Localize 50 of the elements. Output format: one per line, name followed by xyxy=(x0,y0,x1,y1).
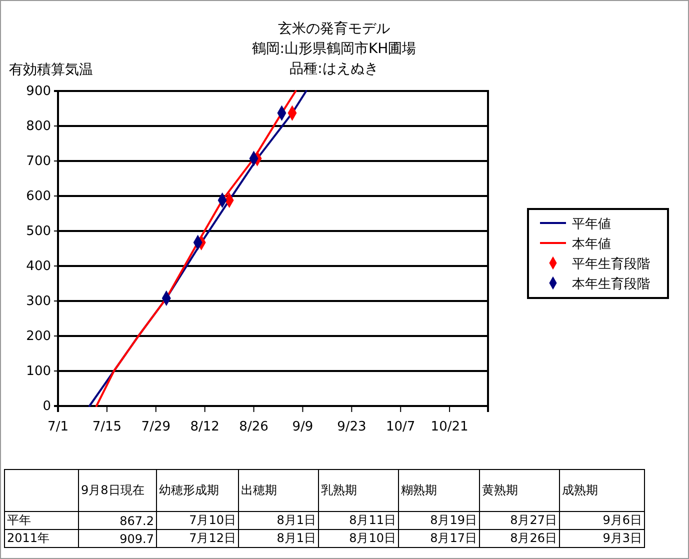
x-tick-label: 7/29 xyxy=(141,420,170,435)
legend-label: 本年生育段階 xyxy=(572,276,650,292)
text: 8月26日 xyxy=(510,531,557,545)
y-tick-label: 0 xyxy=(42,399,51,414)
x-tick-label: 9/23 xyxy=(337,420,366,435)
x-tick-label: 10/21 xyxy=(430,420,468,435)
text: 8月11日 xyxy=(349,513,396,527)
y-tick-label: 300 xyxy=(26,294,51,310)
legend-label: 平年値 xyxy=(572,217,611,232)
text: 8月1日 xyxy=(276,513,316,527)
y-tick-label: 400 xyxy=(26,259,51,274)
x-tick-label: 8/26 xyxy=(239,420,268,435)
text: 8月17日 xyxy=(430,531,477,545)
y-tick-label: 100 xyxy=(26,364,51,380)
category-label: 成熟期 xyxy=(560,470,644,512)
x-tick-label: 7/1 xyxy=(48,420,68,435)
text: 867.2 xyxy=(120,514,154,528)
text: 品種:はえぬき xyxy=(290,61,378,77)
text: 9月3日 xyxy=(602,531,642,545)
x-tick-label: 9/9 xyxy=(292,420,314,435)
text: 8月19日 xyxy=(430,513,477,527)
category-label: 9月8日現在 xyxy=(78,470,156,512)
x-tick-label: 7/15 xyxy=(92,420,122,435)
y-tick-label: 700 xyxy=(26,154,51,170)
category-label: 黄熟期 xyxy=(480,470,560,512)
x-tick-label: 10/7 xyxy=(386,420,416,435)
category-label: 出穂期 xyxy=(238,470,318,512)
y-tick-label: 200 xyxy=(26,329,51,344)
text: 8月10日 xyxy=(349,531,396,545)
text: 909.7 xyxy=(120,532,154,546)
chart-subtitle: 鶴岡:山形県鶴岡市KH圃場 xyxy=(252,41,416,57)
text: 7月12日 xyxy=(189,531,236,545)
category-label: 乳熟期 xyxy=(318,470,398,512)
text: 8月1日 xyxy=(276,531,316,545)
x-tick-label: 8/12 xyxy=(190,420,220,435)
text: 7月10日 xyxy=(189,513,236,527)
legend-label: 本年値 xyxy=(572,237,611,252)
category-label: 平年 xyxy=(7,513,31,527)
y-tick-label: 600 xyxy=(26,189,51,204)
y-tick-label: 800 xyxy=(26,119,51,134)
text: 8月27日 xyxy=(510,513,557,527)
y-tick-label: 900 xyxy=(26,84,51,100)
category-label: 2011年 xyxy=(7,531,50,545)
y-axis-title: 有効積算気温 xyxy=(9,62,93,78)
chart-title: 玄米の発育モデル xyxy=(278,20,390,37)
text: 9月6日 xyxy=(602,513,642,527)
category-label: 幼穂形成期 xyxy=(156,470,238,512)
category-label: 糊熟期 xyxy=(398,470,480,512)
y-tick-label: 500 xyxy=(26,224,51,240)
legend-label: 平年生育段階 xyxy=(572,256,650,272)
